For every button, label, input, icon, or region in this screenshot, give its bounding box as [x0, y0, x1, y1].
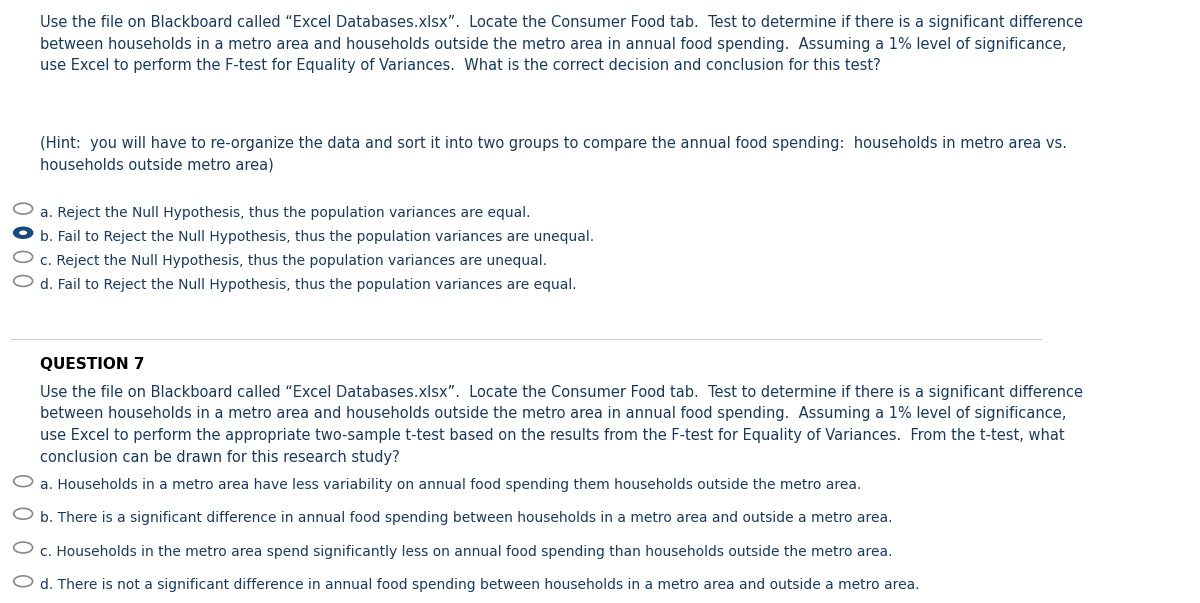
Circle shape [13, 227, 32, 238]
Circle shape [13, 542, 32, 553]
Text: QUESTION 7: QUESTION 7 [40, 357, 144, 372]
Circle shape [13, 576, 32, 587]
Text: Use the file on Blackboard called “Excel Databases.xlsx”.  Locate the Consumer F: Use the file on Blackboard called “Excel… [40, 15, 1082, 74]
Circle shape [13, 476, 32, 487]
Text: c. Households in the metro area spend significantly less on annual food spending: c. Households in the metro area spend si… [40, 545, 893, 558]
Text: a. Reject the Null Hypothesis, thus the population variances are equal.: a. Reject the Null Hypothesis, thus the … [40, 206, 530, 219]
Text: d. Fail to Reject the Null Hypothesis, thus the population variances are equal.: d. Fail to Reject the Null Hypothesis, t… [40, 278, 576, 292]
Text: d. There is not a significant difference in annual food spending between househo: d. There is not a significant difference… [40, 578, 919, 592]
Circle shape [13, 203, 32, 214]
Text: a. Households in a metro area have less variability on annual food spending them: a. Households in a metro area have less … [40, 478, 862, 492]
Text: (Hint:  you will have to re-organize the data and sort it into two groups to com: (Hint: you will have to re-organize the … [40, 136, 1067, 172]
Text: b. There is a significant difference in annual food spending between households : b. There is a significant difference in … [40, 511, 893, 525]
Text: b. Fail to Reject the Null Hypothesis, thus the population variances are unequal: b. Fail to Reject the Null Hypothesis, t… [40, 230, 594, 244]
Circle shape [19, 230, 28, 235]
Circle shape [13, 251, 32, 262]
Text: c. Reject the Null Hypothesis, thus the population variances are unequal.: c. Reject the Null Hypothesis, thus the … [40, 254, 547, 268]
Circle shape [13, 508, 32, 519]
Text: Use the file on Blackboard called “Excel Databases.xlsx”.  Locate the Consumer F: Use the file on Blackboard called “Excel… [40, 385, 1082, 464]
Circle shape [13, 276, 32, 286]
